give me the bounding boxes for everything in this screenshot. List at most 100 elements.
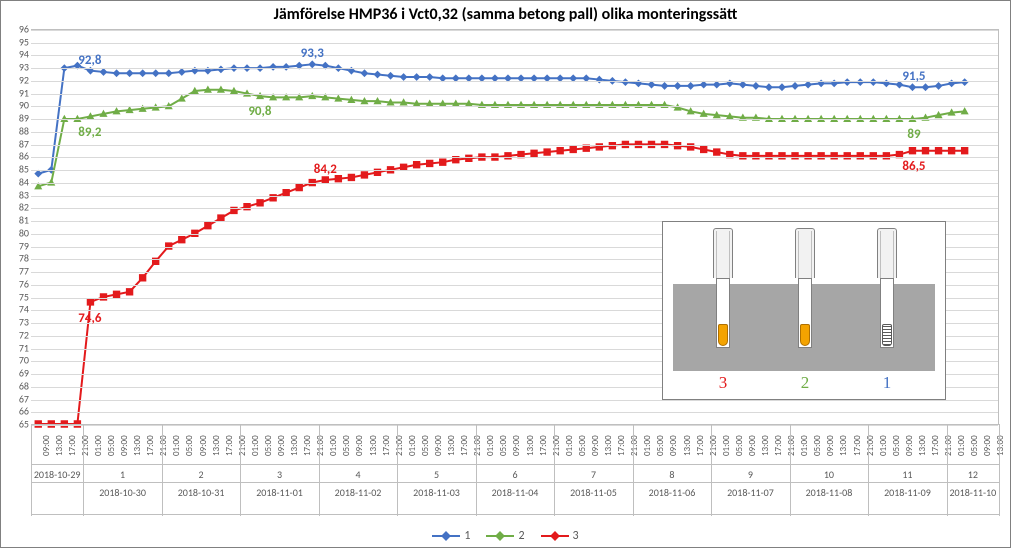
x-tick-label: 05:00	[263, 435, 274, 456]
gridline	[31, 94, 998, 95]
x-group-label-bottom: 2018-11-10	[947, 486, 999, 499]
x-tick-label: 21:00	[237, 435, 248, 456]
series-marker	[805, 81, 811, 87]
inset-illustration: 321	[662, 221, 946, 400]
x-tick-label: 01:00	[328, 435, 339, 456]
y-tick-label: 80	[7, 226, 29, 239]
inset-probe-1	[877, 228, 897, 363]
x-tick-label: 13:00	[995, 435, 1006, 456]
series-marker	[440, 159, 446, 165]
x-tick-label: 21:00	[708, 435, 719, 456]
x-tick-label: 09:00	[276, 435, 287, 456]
x-group-label-bottom: 2018-11-05	[554, 486, 632, 499]
x-group-label-top: 6	[476, 468, 554, 481]
x-axis-rule	[31, 464, 999, 465]
x-tick-label: 21:00	[472, 435, 483, 456]
x-tick-label: 13:00	[917, 435, 928, 456]
x-tick-label: 17:00	[145, 435, 156, 456]
y-tick-label: 90	[7, 99, 29, 112]
x-tick-label: 17:00	[459, 435, 470, 456]
series-marker	[426, 74, 432, 80]
inset-probe-3	[713, 228, 733, 363]
series-marker	[948, 148, 954, 154]
x-group-label-top: 10	[790, 468, 868, 481]
x-tick-label: 01:00	[250, 435, 261, 456]
series-marker	[113, 70, 119, 76]
y-tick-label: 74	[7, 303, 29, 316]
x-group-label-top: 2018-10-29	[31, 468, 83, 481]
x-tick-label: 17:00	[695, 435, 706, 456]
y-tick-label: 76	[7, 277, 29, 290]
x-tick-label: 09:00	[590, 435, 601, 456]
gridline	[31, 55, 998, 56]
legend: 123	[1, 527, 1010, 543]
x-group-label-bottom: 2018-11-01	[240, 486, 318, 499]
x-group-label-top: 12	[947, 468, 999, 481]
x-tick-label: 09:00	[354, 435, 365, 456]
x-axis-rule	[31, 514, 999, 515]
series-marker	[531, 150, 537, 156]
x-tick-label: 05:00	[184, 435, 195, 456]
x-group-label-top: 5	[397, 468, 475, 481]
series-marker	[413, 162, 419, 168]
gridline	[31, 81, 998, 82]
x-tick-label: 01:00	[485, 435, 496, 456]
series-marker	[126, 70, 132, 76]
x-tick-label: 17:00	[930, 435, 941, 456]
chart-title: Jämförelse HMP36 i Vct0,32 (samma betong…	[1, 5, 1010, 24]
series-marker	[544, 149, 550, 155]
x-tick-label: 21:00	[315, 435, 326, 456]
x-group-label-top: 3	[240, 468, 318, 481]
y-tick-label: 78	[7, 252, 29, 265]
y-tick-label: 84	[7, 175, 29, 188]
x-group-label-top: 8	[633, 468, 711, 481]
x-tick-label: 05:00	[734, 435, 745, 456]
legend-label: 1	[464, 529, 470, 543]
y-tick-label: 91	[7, 86, 29, 99]
gridline	[31, 68, 998, 69]
series-marker	[570, 146, 576, 152]
x-tick-label: 09:00	[41, 435, 52, 456]
gridline	[31, 157, 998, 158]
x-tick-label: 13:00	[682, 435, 693, 456]
x-tick-label: 05:00	[655, 435, 666, 456]
chart-container: Jämförelse HMP36 i Vct0,32 (samma betong…	[0, 0, 1011, 548]
y-tick-label: 79	[7, 239, 29, 252]
legend-item-2: 2	[486, 529, 524, 543]
y-tick-label: 77	[7, 265, 29, 278]
data-label: 93,3	[301, 46, 324, 61]
series-marker	[361, 172, 367, 178]
data-label: 84,2	[314, 162, 337, 177]
x-tick-label: 01:00	[799, 435, 810, 456]
series-marker	[740, 81, 746, 87]
data-label: 91,5	[902, 69, 925, 84]
y-tick-label: 94	[7, 48, 29, 61]
y-tick-label: 89	[7, 112, 29, 125]
series-marker	[179, 69, 185, 75]
x-group-label-bottom: 2018-11-06	[633, 486, 711, 499]
series-marker	[348, 174, 354, 180]
y-tick-label: 75	[7, 290, 29, 303]
x-tick-label: 13:00	[525, 435, 536, 456]
x-tick-label: 21:00	[394, 435, 405, 456]
series-marker	[701, 81, 707, 87]
x-tick-label: 13:00	[446, 435, 457, 456]
x-tick-label: 05:00	[106, 435, 117, 456]
series-marker	[218, 66, 224, 72]
series-marker	[687, 83, 693, 89]
y-tick-label: 65	[7, 418, 29, 431]
x-tick-label: 13:00	[838, 435, 849, 456]
x-tick-label: 09:00	[904, 435, 915, 456]
series-marker	[139, 70, 145, 76]
x-tick-label: 17:00	[381, 435, 392, 456]
series-marker	[753, 83, 759, 89]
x-group-label-top: 2	[162, 468, 240, 481]
x-group-label-bottom: 2018-11-07	[711, 486, 789, 499]
x-group-label-top: 11	[868, 468, 946, 481]
series-marker	[961, 79, 967, 85]
x-tick-label: 13:00	[603, 435, 614, 456]
series-marker	[648, 81, 654, 87]
series-marker	[961, 148, 967, 154]
x-tick-label: 01:00	[93, 435, 104, 456]
series-marker	[701, 146, 707, 152]
